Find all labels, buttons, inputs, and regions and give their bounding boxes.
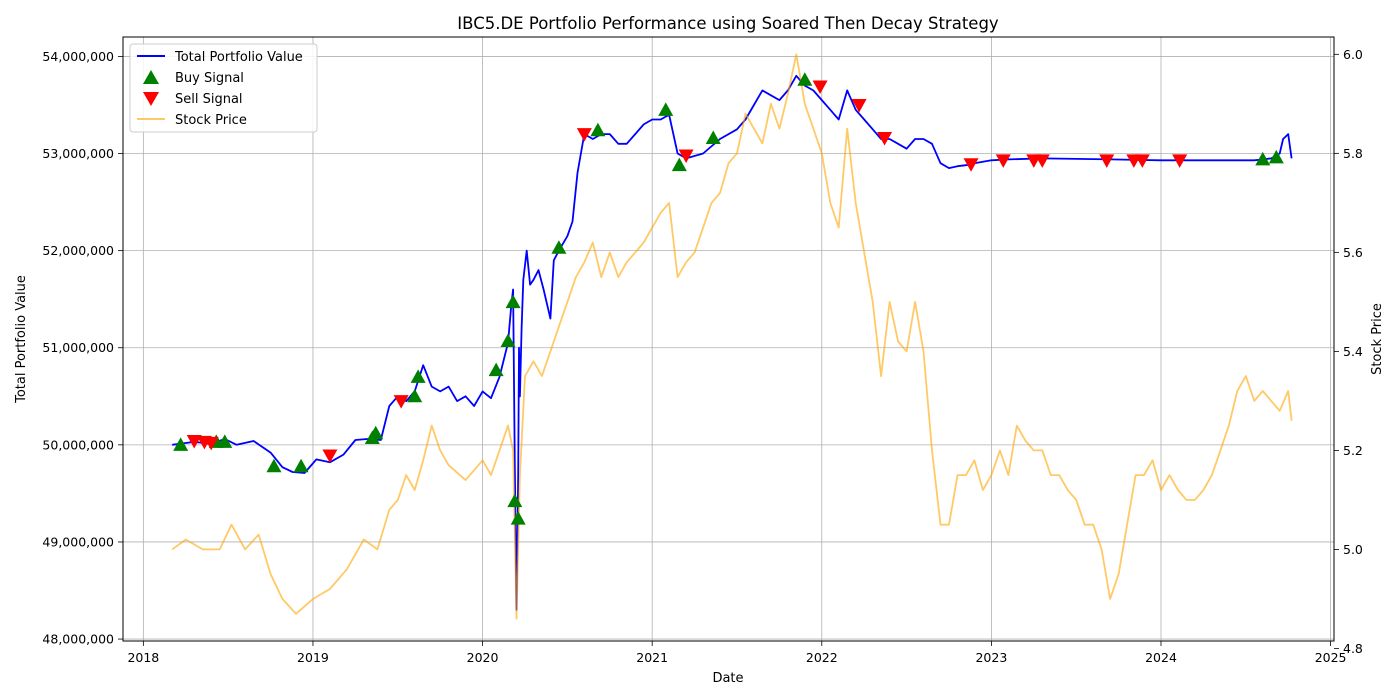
sell-signal-marker (1172, 154, 1188, 168)
buy-signal-marker (705, 130, 721, 144)
y-tick-label: 53,000,000 (42, 146, 114, 161)
sell-signal-marker (877, 131, 893, 146)
buy-signal-marker (505, 294, 521, 309)
buy-signal-marker (1268, 149, 1284, 164)
sell-signal-marker (393, 395, 409, 409)
y2-tick-label: 5.2 (1343, 443, 1363, 458)
legend-portfolio-label: Total Portfolio Value (174, 50, 303, 65)
buy-signal-marker (488, 362, 504, 377)
x-tick-label: 2019 (297, 650, 329, 665)
buy-signal-marker (293, 458, 309, 473)
sell-signal-marker (203, 436, 219, 451)
sell-signal-marker (1134, 154, 1150, 168)
x-tick-label: 2025 (1315, 650, 1347, 665)
y-tick-label: 52,000,000 (42, 243, 114, 258)
sell-signal-marker (678, 149, 694, 163)
grid-layer (123, 37, 1334, 641)
buy-signal-marker (671, 157, 687, 172)
buy-signal-marker (217, 434, 233, 448)
y-tick-label: 49,000,000 (42, 534, 114, 549)
sell-signal-marker (812, 80, 828, 95)
sell-signal-marker (322, 449, 338, 464)
x-tick-label: 2021 (636, 650, 668, 665)
buy-signal-marker (551, 240, 567, 254)
sell-signal-marker (576, 128, 592, 142)
buy-signal-marker (658, 102, 674, 116)
y2-tick-label: 5.6 (1343, 245, 1363, 260)
y-tick-label: 48,000,000 (42, 632, 114, 647)
buy-signal-marker (407, 388, 423, 403)
chart-title: IBC5.DE Portfolio Performance using Soar… (457, 14, 999, 33)
y-axis-title: Total Portfolio Value (14, 275, 29, 404)
x-tick-label: 2024 (1145, 650, 1177, 665)
legend: Total Portfolio Value Buy Signal Sell Si… (129, 43, 318, 133)
legend-sell-label: Sell Signal (175, 92, 243, 107)
buy-signal-marker (797, 72, 813, 86)
legend-box (129, 43, 318, 133)
y2-tick-label: 5.0 (1343, 542, 1363, 557)
stock-price-line (171, 53, 1293, 620)
sell-signal-marker (186, 434, 202, 449)
x-tick-label: 2018 (127, 650, 159, 665)
axis-layer: 2018 2019 2020 2021 2022 2023 2024 2025 48,000,0… (42, 47, 1363, 665)
buy-signal-marker (266, 458, 282, 473)
sell-signal-marker (995, 154, 1011, 168)
buy-signal-marker (500, 333, 516, 347)
data-layer (171, 53, 1293, 620)
y-tick-label: 54,000,000 (42, 49, 114, 64)
legend-buy-swatch (143, 70, 159, 84)
x-axis-title: Date (712, 671, 743, 686)
buy-signal-marker (510, 511, 526, 525)
sell-signal-marker (963, 158, 979, 172)
x-tick-label: 2023 (975, 650, 1007, 665)
y2-tick-label: 4.8 (1343, 641, 1363, 656)
buy-signal-marker (1255, 151, 1271, 166)
plot-frame (122, 36, 1335, 642)
y2-tick-label: 5.8 (1343, 146, 1363, 161)
y-tick-label: 51,000,000 (42, 340, 114, 355)
buy-signal-marker (173, 437, 189, 451)
y2-axis-title: Stock Price (1370, 303, 1385, 375)
portfolio-value-line (172, 74, 1293, 611)
legend-price-label: Stock Price (175, 113, 247, 128)
buy-signal-marker (507, 493, 523, 508)
y2-tick-label: 6.0 (1343, 47, 1363, 62)
x-tick-label: 2020 (467, 650, 499, 665)
legend-buy-label: Buy Signal (175, 71, 244, 86)
legend-sell-swatch (143, 92, 159, 106)
sell-signal-marker (851, 98, 867, 113)
sell-signal-marker (1034, 154, 1050, 168)
x-tick-label: 2022 (806, 650, 838, 665)
y2-tick-label: 5.4 (1343, 344, 1363, 359)
buy-signal-marker (368, 425, 384, 440)
buy-signal-marker (410, 369, 426, 383)
buy-signal-marker (590, 122, 606, 137)
y-tick-label: 50,000,000 (42, 437, 114, 452)
sell-signal-marker (1099, 154, 1115, 168)
